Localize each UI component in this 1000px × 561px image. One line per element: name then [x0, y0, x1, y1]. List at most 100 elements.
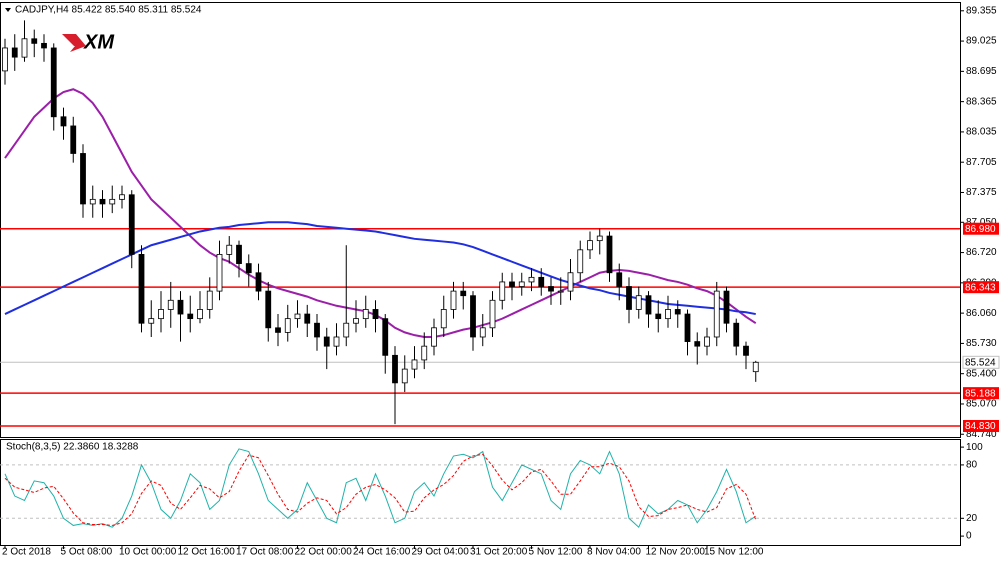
candle-body [382, 318, 389, 356]
x-tick-label: 22 Oct 00:00 [295, 547, 353, 558]
level-label-bg [963, 222, 999, 235]
candle-body [323, 336, 330, 347]
candle-body [138, 254, 145, 324]
candle-body [567, 272, 574, 292]
candle-body [528, 276, 535, 283]
candle-body [284, 318, 291, 333]
stoch-title: Stoch(8,3,5) 22.3860 18.3288 [6, 442, 139, 453]
level-label-bg [963, 387, 999, 400]
y-tick-label: 80 [966, 460, 978, 471]
candle-body [372, 309, 379, 320]
y-tick-label: 86.060 [966, 308, 997, 319]
candle-body [635, 295, 642, 310]
y-tick-label: 89.025 [966, 36, 997, 47]
candle-body [128, 194, 135, 255]
x-tick-label: 5 Oct 08:00 [61, 547, 113, 558]
y-tick-label: 85.400 [966, 368, 997, 379]
candle-body [216, 254, 223, 292]
candle-body [616, 272, 623, 287]
candle-body [177, 299, 184, 315]
candle-body [187, 313, 194, 320]
level-label: 85.188 [965, 388, 996, 399]
x-tick-label: 15 Nov 12:00 [704, 547, 764, 558]
candle-body [50, 47, 57, 118]
candle-body [694, 341, 701, 347]
candle-body [70, 125, 77, 154]
candle-body [587, 240, 593, 251]
candle-body [245, 263, 252, 274]
y-tick-label: 88.365 [966, 96, 997, 107]
candle-body [557, 290, 564, 293]
candle-body [167, 299, 174, 310]
candle-body [626, 286, 632, 310]
candle-body [509, 281, 515, 287]
candle-body [684, 313, 691, 342]
candle-body [596, 235, 603, 242]
candle-body [158, 309, 164, 320]
candle-body [314, 322, 320, 338]
candle-body [733, 322, 740, 347]
candle-body [470, 295, 476, 338]
candle-body [665, 309, 671, 320]
x-tick-label: 12 Oct 16:00 [178, 547, 236, 558]
y-tick-label: 20 [966, 513, 978, 524]
logo: XM [62, 31, 115, 53]
candle-body [440, 309, 447, 329]
y-tick-label: 88.695 [966, 66, 997, 77]
candle-body [518, 281, 525, 287]
x-tick-label: 2 Oct 2018 [2, 547, 51, 558]
logo-mark [62, 34, 86, 52]
candle-body [236, 244, 242, 264]
candle-body [752, 361, 759, 373]
candle-body [109, 198, 116, 205]
candle-body [606, 235, 613, 274]
y-tick-label: 84.740 [966, 429, 997, 440]
x-tick-label: 8 Nov 04:00 [587, 547, 641, 558]
candle-body [499, 281, 506, 301]
y-tick-label: 0 [966, 531, 972, 542]
x-tick-label: 5 Nov 12:00 [529, 547, 583, 558]
candle-body [265, 290, 272, 329]
level-label-bg [963, 281, 999, 294]
x-tick-label: 12 Nov 20:00 [646, 547, 706, 558]
candle-body [11, 47, 18, 58]
candle-body [206, 290, 213, 310]
y-tick-label: 89.355 [966, 5, 997, 16]
candle-body [304, 313, 311, 324]
level-label: 86.343 [965, 282, 996, 293]
candle-body [333, 336, 340, 347]
candle-body [431, 327, 437, 347]
candle-body [197, 309, 203, 320]
candle-body [489, 299, 496, 329]
level-label-bg [963, 419, 999, 432]
level-label: 86.980 [965, 224, 996, 235]
candle-body [41, 42, 47, 49]
candle-body [421, 345, 428, 361]
candle-body [713, 290, 720, 338]
candle-body [479, 327, 486, 338]
current-price-label-bg [962, 355, 1000, 369]
x-tick-label: 10 Oct 00:00 [119, 547, 177, 558]
x-tick-label: 31 Oct 20:00 [470, 547, 528, 558]
candle-body [80, 153, 86, 205]
candle-body [538, 276, 545, 287]
x-tick-label: 24 Oct 16:00 [353, 547, 411, 558]
candle-body [723, 290, 730, 324]
candle-body [275, 327, 281, 333]
candle-body [645, 295, 652, 315]
candle-body [655, 313, 662, 320]
y-tick-label: 87.050 [966, 217, 997, 228]
candle-body [31, 38, 38, 44]
x-tick-label: 29 Oct 04:00 [412, 547, 470, 558]
main-frame [0, 2, 961, 438]
candle-body [343, 322, 350, 338]
level-label: 84.830 [965, 421, 996, 432]
y-tick-label: 85.730 [966, 338, 997, 349]
candle-body [362, 309, 369, 320]
candle-body [548, 286, 554, 292]
candle-body [353, 318, 359, 324]
symbol-header: CADJPY,H4 85.422 85.540 85.311 85.524 [15, 5, 202, 16]
y-tick-label: 88.035 [966, 127, 997, 138]
